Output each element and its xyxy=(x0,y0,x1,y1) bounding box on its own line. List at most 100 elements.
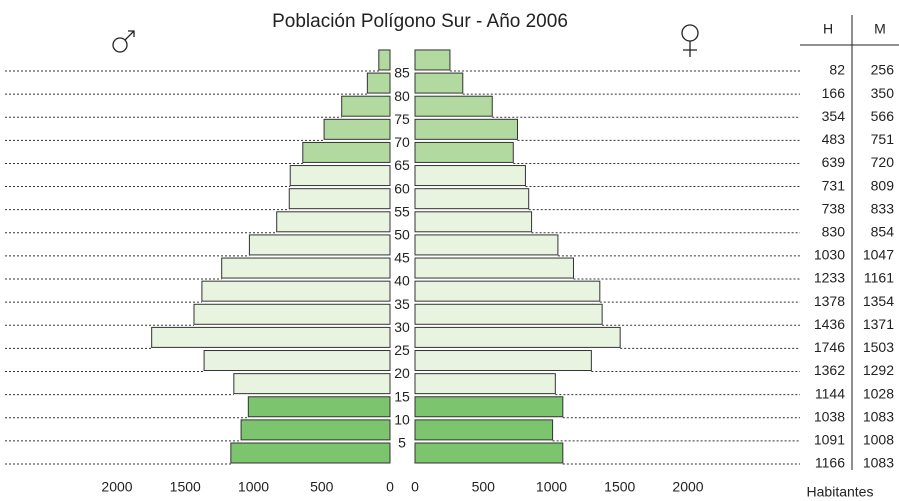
male-symbol xyxy=(112,30,135,53)
table-value: 1362 xyxy=(814,362,845,378)
x-tick-label: 1000 xyxy=(238,479,269,495)
table-value: 1008 xyxy=(863,432,894,448)
table-value: 1030 xyxy=(814,247,845,263)
bar-female xyxy=(414,72,464,94)
bar-male xyxy=(193,303,391,325)
x-tick-label: 1000 xyxy=(536,479,567,495)
table-value: 639 xyxy=(822,154,846,170)
x-tick-label: 500 xyxy=(310,479,334,495)
bar-female xyxy=(414,280,601,302)
table-value: 1378 xyxy=(814,293,845,309)
bar-female xyxy=(414,141,514,163)
bar-male xyxy=(323,118,391,140)
x-tick-label: 0 xyxy=(386,479,394,495)
bar-female xyxy=(414,326,621,348)
bar-female xyxy=(414,442,564,464)
bar-male xyxy=(221,257,391,279)
table-header: H xyxy=(823,21,833,37)
bar-male xyxy=(247,396,391,418)
table-value: 809 xyxy=(871,177,895,193)
table-value: 1047 xyxy=(863,247,894,263)
table-value: 731 xyxy=(822,177,846,193)
female-symbol xyxy=(681,24,699,57)
x-tick-label: 1500 xyxy=(170,479,201,495)
table-value: 1161 xyxy=(864,270,894,286)
table-value: 1436 xyxy=(814,316,845,332)
x-axis-label: Habitantes xyxy=(807,484,874,500)
age-tick-label: 15 xyxy=(394,388,410,404)
table-value: 1144 xyxy=(815,385,845,401)
bar-male xyxy=(341,95,391,117)
age-tick-label: 85 xyxy=(394,65,410,81)
age-tick-label: 20 xyxy=(394,365,410,381)
table-value: 833 xyxy=(871,200,895,216)
table-value: 854 xyxy=(871,224,895,240)
bar-male xyxy=(230,442,391,464)
bar-female xyxy=(414,49,451,71)
bar-male xyxy=(240,419,391,441)
table-value: 354 xyxy=(822,108,846,124)
table-header: M xyxy=(874,21,886,37)
bar-male xyxy=(288,188,391,210)
table-value: 1083 xyxy=(863,408,894,424)
bar-male xyxy=(151,326,391,348)
age-tick-label: 55 xyxy=(394,203,410,219)
age-tick-label: 40 xyxy=(394,273,410,289)
bar-female xyxy=(414,350,592,372)
age-tick-label: 80 xyxy=(394,88,410,104)
bar-male xyxy=(276,211,391,233)
bar-male xyxy=(366,72,391,94)
table-value: 1091 xyxy=(814,432,845,448)
age-tick-label: 50 xyxy=(394,227,410,243)
table-value: 1028 xyxy=(863,385,894,401)
table-value: 1083 xyxy=(863,455,894,471)
age-tick-label: 70 xyxy=(394,134,410,150)
table-value: 751 xyxy=(871,131,895,147)
table-value: 483 xyxy=(822,131,846,147)
age-tick-label: 60 xyxy=(394,180,410,196)
bar-female xyxy=(414,118,519,140)
bar-male xyxy=(233,373,391,395)
table-value: 350 xyxy=(871,85,895,101)
bar-female xyxy=(414,188,530,210)
bar-male xyxy=(378,49,391,71)
chart-title: Población Polígono Sur - Año 2006 xyxy=(272,11,568,32)
age-tick-label: 5 xyxy=(398,435,406,451)
table-value: 566 xyxy=(871,108,895,124)
age-tick-label: 35 xyxy=(394,296,410,312)
x-tick-label: 2000 xyxy=(672,479,703,495)
age-tick-label: 10 xyxy=(394,411,410,427)
table-value: 166 xyxy=(822,85,846,101)
table-value: 720 xyxy=(871,154,895,170)
age-tick-label: 65 xyxy=(394,157,410,173)
x-tick-label: 0 xyxy=(411,479,419,495)
table-value: 82 xyxy=(829,62,845,78)
table-value: 256 xyxy=(871,62,895,78)
bar-female xyxy=(414,373,556,395)
age-tick-label: 25 xyxy=(394,342,410,358)
table-value: 1038 xyxy=(814,408,845,424)
bar-female xyxy=(414,257,574,279)
age-tick-label: 75 xyxy=(394,111,410,127)
table-value: 830 xyxy=(822,224,846,240)
bar-male xyxy=(302,141,391,163)
age-tick-label: 30 xyxy=(394,319,410,335)
bar-male xyxy=(201,280,391,302)
x-tick-label: 1500 xyxy=(604,479,635,495)
bar-female xyxy=(414,165,526,187)
table-value: 1371 xyxy=(863,316,894,332)
age-tick-label: 45 xyxy=(394,250,410,266)
bar-female xyxy=(414,95,493,117)
table-value: 1746 xyxy=(814,339,845,355)
bar-female xyxy=(414,234,559,256)
table-value: 1233 xyxy=(814,270,845,286)
table-value: 738 xyxy=(822,200,846,216)
table-value: 1354 xyxy=(863,293,894,309)
bar-female xyxy=(414,211,533,233)
table-value: 1503 xyxy=(863,339,894,355)
table-value: 1292 xyxy=(863,362,894,378)
x-tick-label: 2000 xyxy=(101,479,132,495)
bar-male xyxy=(289,165,391,187)
bar-female xyxy=(414,419,554,441)
